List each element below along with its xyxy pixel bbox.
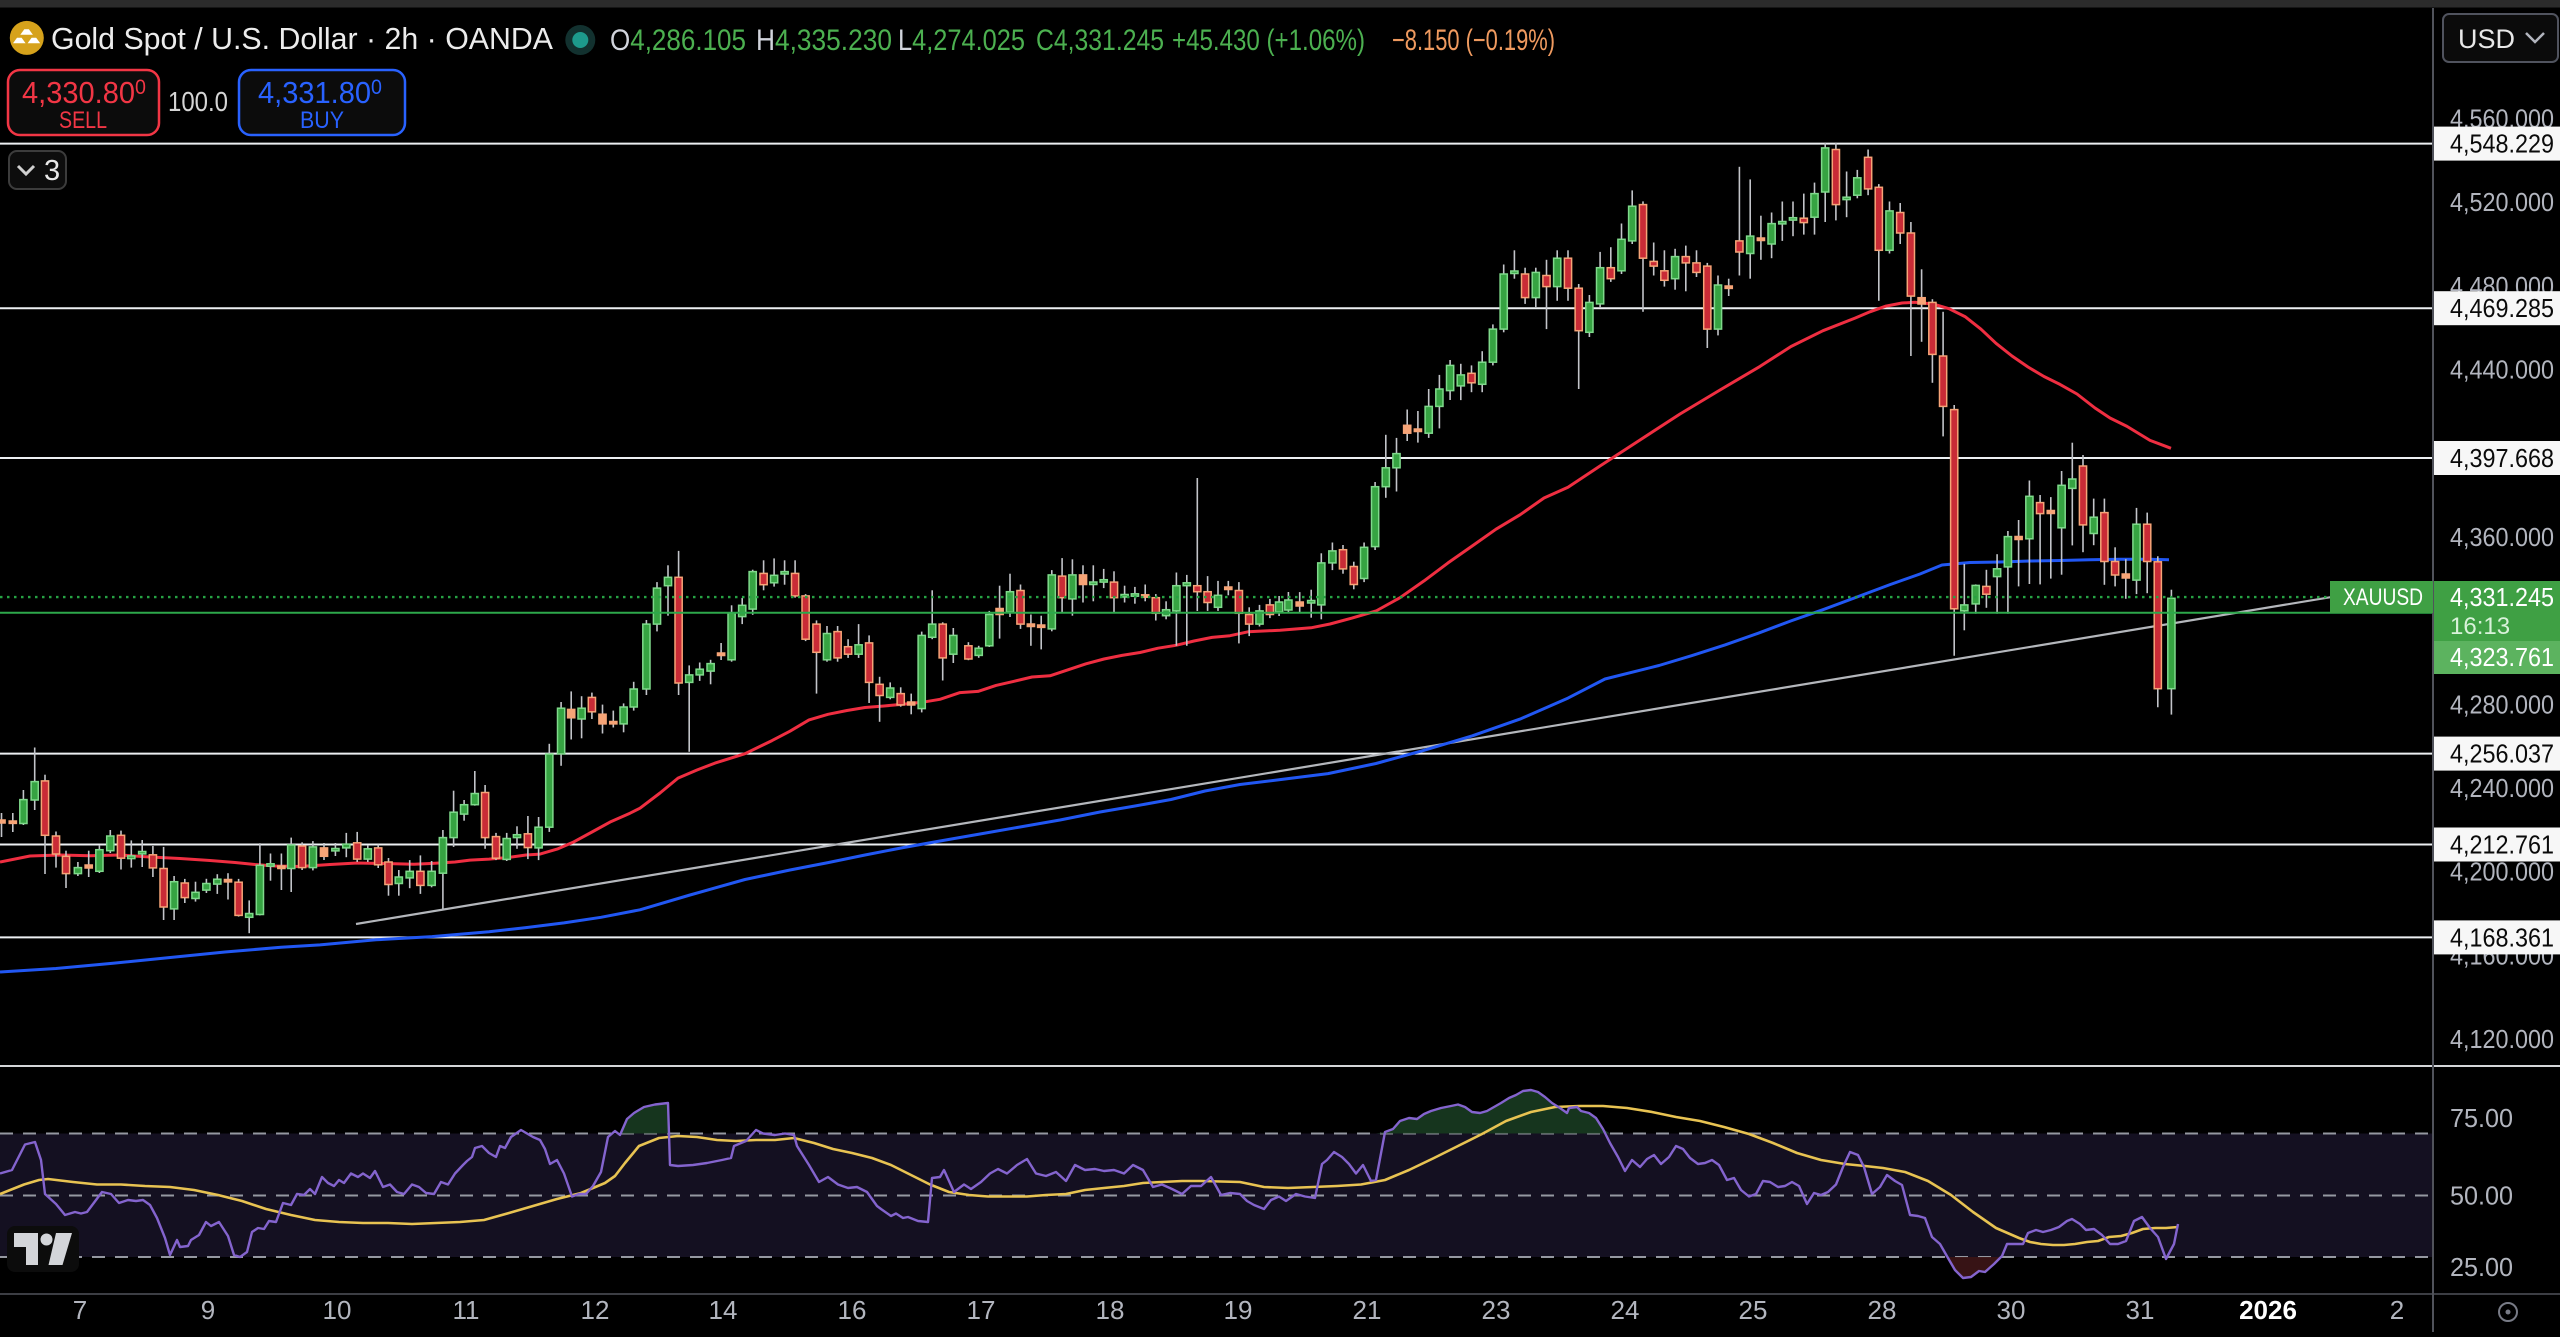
- svg-text:16: 16: [838, 1295, 867, 1325]
- svg-text:C4,331.245: C4,331.245: [1036, 24, 1164, 57]
- svg-text:SELL: SELL: [59, 107, 107, 134]
- svg-text:2: 2: [2390, 1295, 2404, 1325]
- svg-text:4,469.285: 4,469.285: [2450, 293, 2554, 323]
- svg-text:18: 18: [1096, 1295, 1125, 1325]
- svg-text:4,360.000: 4,360.000: [2450, 522, 2554, 552]
- svg-text:16:13: 16:13: [2450, 613, 2510, 640]
- svg-text:24: 24: [1611, 1295, 1640, 1325]
- svg-text:4,168.361: 4,168.361: [2450, 922, 2554, 952]
- svg-text:30: 30: [1997, 1295, 2026, 1325]
- svg-text:XAUUSD: XAUUSD: [2343, 584, 2423, 611]
- svg-text:10: 10: [323, 1295, 352, 1325]
- svg-text:4,240.000: 4,240.000: [2450, 773, 2554, 803]
- svg-text:14: 14: [709, 1295, 738, 1325]
- svg-text:O4,286.105: O4,286.105: [610, 24, 746, 57]
- svg-text:4,323.761: 4,323.761: [2450, 642, 2554, 672]
- svg-text:Gold Spot / U.S. Dollar · 2h ·: Gold Spot / U.S. Dollar · 2h · OANDA: [51, 22, 554, 56]
- svg-text:BUY: BUY: [300, 107, 344, 134]
- svg-text:12: 12: [581, 1295, 610, 1325]
- svg-text:31: 31: [2126, 1295, 2155, 1325]
- svg-text:4,331.800: 4,331.800: [258, 75, 382, 110]
- svg-text:4,548.229: 4,548.229: [2450, 129, 2554, 159]
- svg-text:H4,335.230: H4,335.230: [756, 24, 892, 57]
- svg-text:USD: USD: [2458, 24, 2515, 54]
- svg-text:7: 7: [73, 1295, 87, 1325]
- svg-text:50.00: 50.00: [2450, 1181, 2513, 1211]
- svg-text:+45.430 (+1.06%): +45.430 (+1.06%): [1172, 24, 1365, 57]
- svg-text:4,280.000: 4,280.000: [2450, 689, 2554, 719]
- svg-text:100.0: 100.0: [168, 86, 228, 117]
- svg-text:4,120.000: 4,120.000: [2450, 1024, 2554, 1054]
- svg-text:25.00: 25.00: [2450, 1252, 2513, 1282]
- svg-text:25: 25: [1739, 1295, 1768, 1325]
- svg-text:−8.150 (−0.19%): −8.150 (−0.19%): [1392, 24, 1555, 57]
- svg-text:L4,274.025: L4,274.025: [898, 24, 1025, 57]
- svg-text:4,200.000: 4,200.000: [2450, 857, 2554, 887]
- svg-text:17: 17: [967, 1295, 996, 1325]
- svg-text:75.00: 75.00: [2450, 1103, 2513, 1133]
- svg-text:4,440.000: 4,440.000: [2450, 355, 2554, 385]
- svg-text:28: 28: [1868, 1295, 1897, 1325]
- svg-text:23: 23: [1482, 1295, 1511, 1325]
- svg-text:9: 9: [201, 1295, 215, 1325]
- svg-text:19: 19: [1224, 1295, 1253, 1325]
- svg-text:4,256.037: 4,256.037: [2450, 739, 2554, 769]
- svg-text:4,330.800: 4,330.800: [22, 75, 146, 110]
- svg-text:4,331.245: 4,331.245: [2450, 582, 2554, 612]
- svg-text:11: 11: [453, 1295, 480, 1325]
- svg-text:4,520.000: 4,520.000: [2450, 187, 2554, 217]
- svg-text:4,397.668: 4,397.668: [2450, 443, 2554, 473]
- svg-text:2026: 2026: [2239, 1295, 2297, 1325]
- svg-text:3: 3: [44, 155, 60, 187]
- svg-text:21: 21: [1353, 1295, 1382, 1325]
- svg-text:4,212.761: 4,212.761: [2450, 830, 2554, 860]
